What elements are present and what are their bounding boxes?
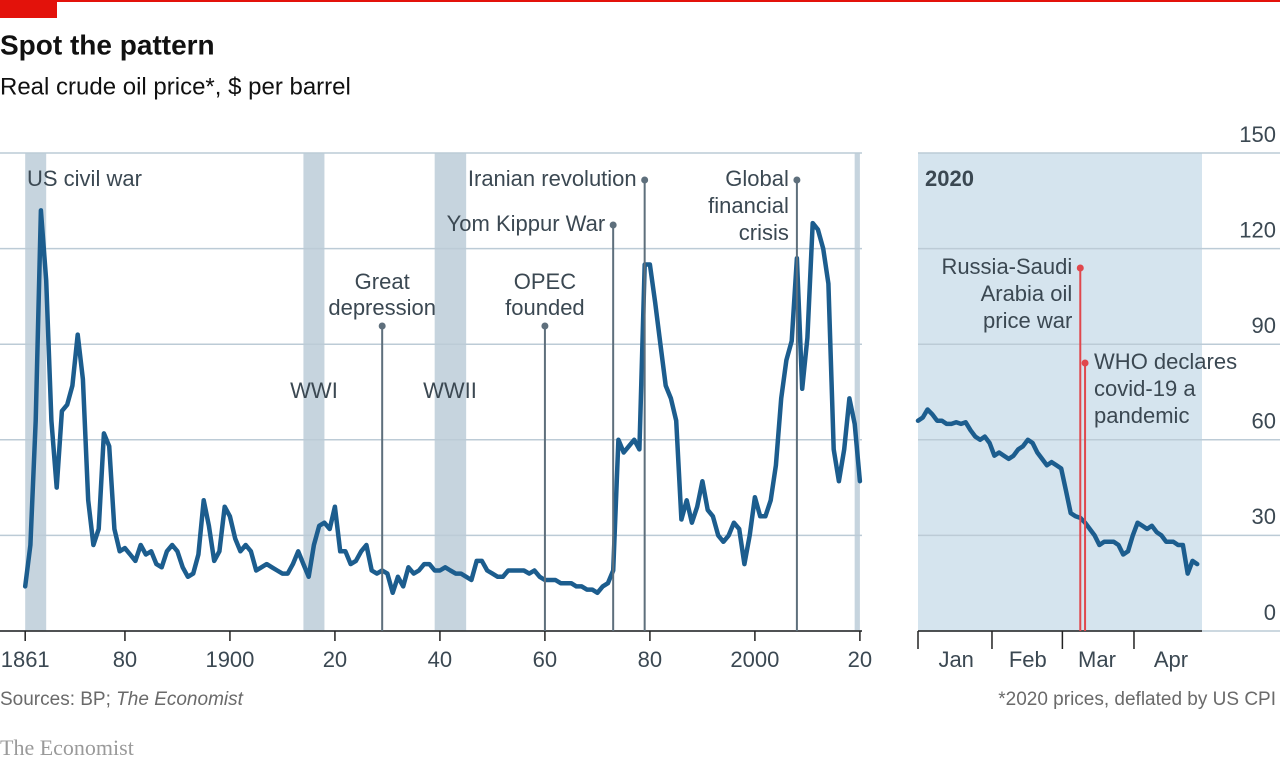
event-dot: [541, 322, 549, 330]
event-label: Global: [725, 166, 789, 191]
y-tick-label: 30: [1252, 504, 1276, 529]
footnote: *2020 prices, deflated by US CPI: [998, 689, 1276, 710]
panel-title: 2020: [925, 166, 974, 191]
event-label: price war: [983, 308, 1072, 333]
event-label: founded: [505, 295, 585, 320]
chart-subtitle: Real crude oil price*, $ per barrel: [0, 73, 351, 100]
price-line: [22, 208, 863, 596]
x-tick-label: 60: [533, 647, 557, 672]
y-tick-label: 120: [1239, 217, 1276, 242]
x-tick-label: Mar: [1078, 647, 1116, 672]
x-tick-label: Apr: [1154, 647, 1188, 672]
period-label: US civil war: [27, 166, 142, 191]
x-tick-label: 20: [848, 647, 872, 672]
event-label: crisis: [739, 220, 789, 245]
period-label: WWII: [423, 378, 477, 403]
x-tick-label: Jan: [938, 647, 973, 672]
event-dot: [793, 176, 801, 184]
source-italic: The Economist: [116, 689, 243, 710]
event-label: OPEC: [514, 269, 576, 294]
shaded-period: [854, 153, 860, 631]
panel-background: [918, 153, 1202, 631]
x-tick-label: 1900: [205, 647, 254, 672]
event-label: depression: [328, 295, 436, 320]
shaded-period: [434, 153, 467, 631]
event-dot: [609, 221, 617, 229]
y-tick-label: 0: [1264, 600, 1276, 625]
brand: The Economist: [0, 735, 134, 760]
x-tick-label: Feb: [1009, 647, 1047, 672]
event-label: Russia-Saudi: [941, 254, 1072, 279]
event-label: WHO declares: [1094, 349, 1237, 374]
x-tick-label: 2000: [730, 647, 779, 672]
event-label: covid-19 a: [1094, 376, 1196, 401]
x-tick-label: 40: [428, 647, 452, 672]
event-dot: [1081, 359, 1089, 367]
event-label: Iranian revolution: [468, 166, 637, 191]
x-tick-label: 80: [113, 647, 137, 672]
event-dot: [378, 322, 386, 330]
event-label: Yom Kippur War: [447, 211, 606, 236]
shaded-period: [303, 153, 325, 631]
event-dot: [1076, 264, 1084, 272]
source: Sources: BP; The Economist: [0, 689, 244, 710]
event-label: Great: [355, 269, 410, 294]
event-label: Arabia oil: [981, 281, 1073, 306]
price-line: [915, 407, 1200, 576]
source-text: Sources: BP;: [0, 689, 116, 710]
chart-title: Spot the pattern: [0, 29, 215, 60]
y-tick-label: 60: [1252, 409, 1276, 434]
y-tick-label: 150: [1239, 122, 1276, 147]
y-tick-label: 90: [1252, 313, 1276, 338]
top-tag: [0, 0, 57, 18]
event-dot: [641, 176, 649, 184]
period-label: WWI: [290, 378, 338, 403]
x-tick-label: 1861: [1, 647, 50, 672]
x-tick-label: 80: [638, 647, 662, 672]
event-label: financial: [708, 193, 789, 218]
event-label: pandemic: [1094, 403, 1189, 428]
top-rule: [0, 0, 1280, 2]
x-tick-label: 20: [323, 647, 347, 672]
